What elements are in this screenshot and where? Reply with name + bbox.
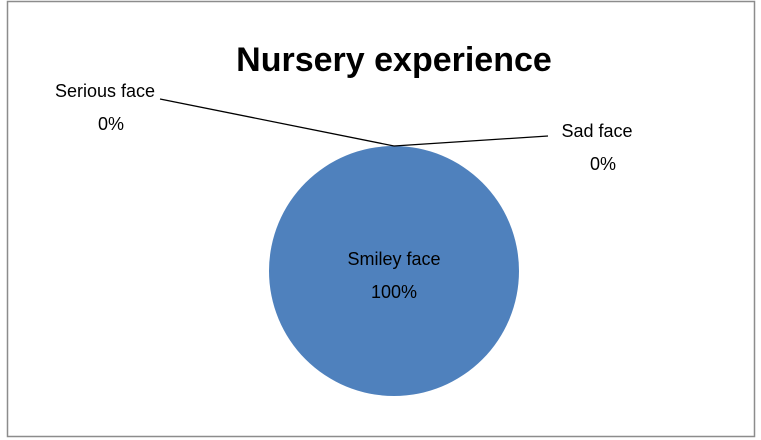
pie-slice (269, 146, 519, 396)
slice-label: Serious face (55, 81, 155, 101)
slice-value-label: 100% (371, 282, 417, 302)
slice-value-label: 0% (590, 154, 616, 174)
slice-label: Sad face (561, 121, 632, 141)
slice-value-label: 0% (98, 114, 124, 134)
slice-label: Smiley face (347, 249, 440, 269)
leader-line (159, 98, 395, 147)
leader-line (393, 135, 549, 147)
chart-title: Nursery experience (236, 41, 552, 79)
